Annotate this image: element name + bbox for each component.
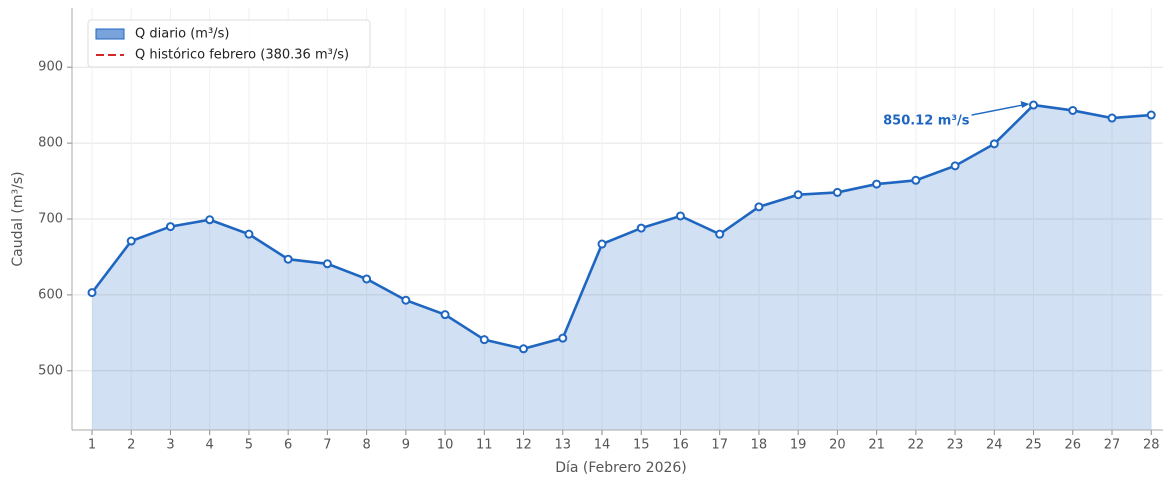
point [715,229,725,239]
x-tick-label: 8 [362,438,370,453]
point [401,295,411,305]
x-tick-label: 3 [166,438,174,453]
x-tick-label: 26 [1064,438,1081,453]
point [832,187,842,197]
annotation-arrow [971,103,1028,116]
legend-label: Q histórico febrero (380.36 m³/s) [135,48,349,63]
point [244,229,254,239]
x-tick-label: 12 [515,438,532,453]
x-tick-label: 14 [594,438,611,453]
legend-label: Q diario (m³/s) [135,27,229,42]
point [1146,110,1156,120]
point [87,288,97,298]
x-axis-label: Día (Febrero 2026) [555,460,687,476]
x-tick-label: 28 [1143,438,1160,453]
x-tick-label: 7 [323,438,331,453]
x-tick-label: 13 [555,438,572,453]
point [675,211,685,221]
point [126,236,136,246]
x-tick-label: 19 [790,438,807,453]
y-tick-label: 500 [38,363,63,378]
point [989,139,999,149]
x-tick-label: 22 [908,438,925,453]
point [872,179,882,189]
legend-swatch [95,28,125,40]
y-axis-label: Caudal (m³/s) [10,171,26,266]
y-tick-label: 600 [38,287,63,302]
point [950,161,960,171]
x-tick-label: 18 [751,438,768,453]
x-tick-label: 10 [437,438,454,453]
point [754,202,764,212]
x-tick-label: 25 [1025,438,1042,453]
x-tick-label: 17 [711,438,728,453]
y-tick-label: 800 [38,136,63,151]
point [558,333,568,343]
x-tick-label: 9 [402,438,410,453]
x-tick-label: 16 [672,438,689,453]
x-tick-label: 1 [88,438,96,453]
point [1107,113,1117,123]
point [205,215,215,225]
x-tick-label: 21 [868,438,885,453]
x-tick-label: 11 [476,438,493,453]
x-tick-label: 20 [829,438,846,453]
x-tick-label: 23 [947,438,964,453]
point [636,223,646,233]
annotation: 850.12 m³/s [883,114,970,129]
point [793,190,803,200]
x-tick-label: 27 [1104,438,1121,453]
arrow-head [1020,101,1030,109]
legend-box [87,19,371,68]
x-tick-label: 2 [127,438,135,453]
point [479,335,489,345]
line [90,103,1152,351]
x-tick-label: 15 [633,438,650,453]
point [283,254,293,264]
point [1068,105,1078,115]
point [322,259,332,269]
plot-area [87,100,1156,430]
point [362,274,372,284]
point [911,175,921,185]
point [440,310,450,320]
point [597,239,607,249]
area [92,105,1152,430]
x-tick-label: 24 [986,438,1003,453]
y-tick-label: 900 [38,60,63,75]
x-tick-label: 5 [245,438,253,453]
point [519,344,529,354]
point [1029,100,1039,110]
x-tick-label: 6 [284,438,292,453]
y-tick-label: 700 [38,212,63,227]
x-tick-label: 4 [206,438,214,453]
point [165,222,175,232]
